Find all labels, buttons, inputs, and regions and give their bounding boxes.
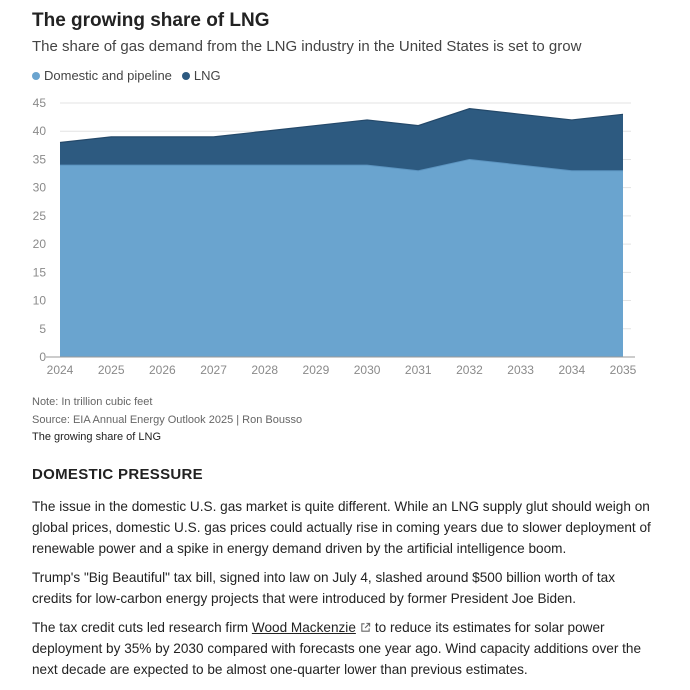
x-tick-label-2028: 2028 [251,363,278,377]
legend-item-lng: LNG [181,68,221,83]
chart-caption: The growing share of LNG [32,431,162,443]
series-area-domestic [60,159,623,357]
legend-label-lng: LNG [193,68,221,83]
chart-subtitle: The share of gas demand from the LNG ind… [32,38,582,55]
y-tick-label-25: 25 [33,209,47,223]
x-tick-label-2035: 2035 [610,363,637,377]
y-tick-label-15: 15 [33,265,47,279]
article-paragraph-3: The tax credit cuts led research firm Wo… [32,617,658,680]
legend-swatch-domestic [32,71,40,80]
legend-item-domestic: Domestic and pipeline [32,68,172,83]
y-tick-label-30: 30 [33,181,47,195]
y-tick-label-0: 0 [39,350,46,364]
x-tick-label-2029: 2029 [303,363,330,377]
chart-source: Source: EIA Annual Energy Outlook 2025 |… [32,414,303,426]
legend-label-domestic: Domestic and pipeline [44,68,172,83]
article-paragraph-1: The issue in the domestic U.S. gas marke… [32,499,651,556]
chart-title: The growing share of LNG [32,10,270,31]
y-tick-label-20: 20 [33,237,47,251]
article-paragraph-2: Trump's "Big Beautiful" tax bill, signed… [32,570,615,606]
external-link-icon[interactable] [360,622,371,633]
series-area-lng [60,108,623,171]
y-tick-label-45: 45 [33,96,47,110]
x-tick-label-2034: 2034 [558,363,585,377]
paragraph-3-text-before: The tax credit cuts led research firm [32,620,249,635]
y-tick-label-40: 40 [33,124,47,138]
series-line-lng [59,108,624,144]
y-tick-label-35: 35 [33,152,47,166]
paragraph-3-text-after: to reduce its estimates for solar power … [32,620,642,677]
chart-legend: Domestic and pipeline LNG [32,68,221,83]
series-line-domestic [60,158,623,172]
y-tick-label-10: 10 [33,294,47,308]
legend-swatch-lng [181,71,190,80]
x-tick-label-2027: 2027 [200,363,227,377]
x-tick-label-2025: 2025 [98,363,125,377]
x-tick-label-2032: 2032 [456,363,483,377]
x-tick-label-2026: 2026 [149,363,176,377]
chart-note: Note: In trillion cubic feet [32,396,153,408]
y-tick-label-5: 5 [39,322,46,336]
wood-mackenzie-link[interactable]: Wood Mackenzie [251,620,356,635]
x-tick-label-2033: 2033 [507,363,534,377]
x-tick-label-2031: 2031 [405,363,432,377]
x-tick-label-2030: 2030 [354,363,381,377]
x-tick-label-2024: 2024 [47,363,74,377]
section-heading: DOMESTIC PRESSURE [32,466,203,483]
